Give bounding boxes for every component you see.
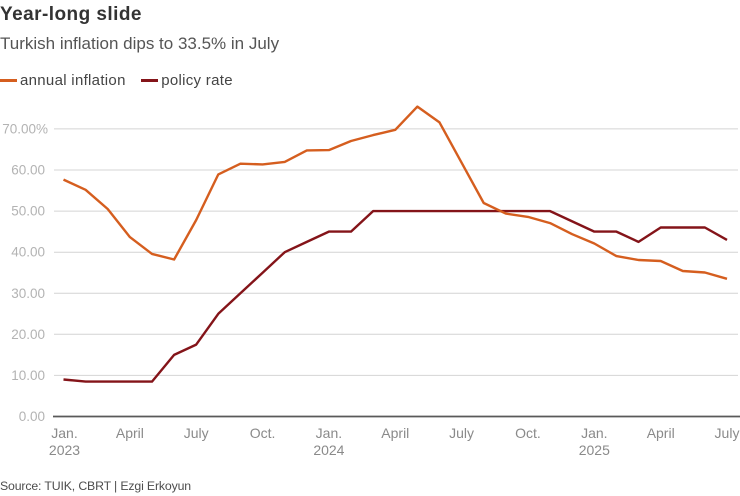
svg-text:0.00: 0.00 (19, 409, 45, 424)
svg-text:2024: 2024 (313, 442, 344, 458)
svg-text:60.00: 60.00 (11, 163, 45, 178)
svg-text:70.00%: 70.00% (2, 121, 48, 136)
svg-text:Oct.: Oct. (250, 425, 276, 441)
svg-text:April: April (116, 425, 144, 441)
svg-text:Jan.: Jan. (316, 425, 342, 441)
svg-text:10.00: 10.00 (11, 368, 45, 383)
svg-text:July: July (449, 425, 474, 441)
svg-text:50.00: 50.00 (11, 204, 45, 219)
svg-text:July: July (715, 425, 740, 441)
svg-text:July: July (184, 425, 209, 441)
svg-text:Oct.: Oct. (515, 425, 541, 441)
svg-text:40.00: 40.00 (11, 245, 45, 260)
svg-text:20.00: 20.00 (11, 327, 45, 342)
svg-text:2025: 2025 (579, 442, 610, 458)
svg-text:Jan.: Jan. (51, 425, 77, 441)
svg-text:April: April (647, 425, 675, 441)
svg-text:2023: 2023 (49, 442, 80, 458)
svg-text:30.00: 30.00 (11, 286, 45, 301)
svg-text:Jan.: Jan. (581, 425, 607, 441)
svg-text:April: April (381, 425, 409, 441)
